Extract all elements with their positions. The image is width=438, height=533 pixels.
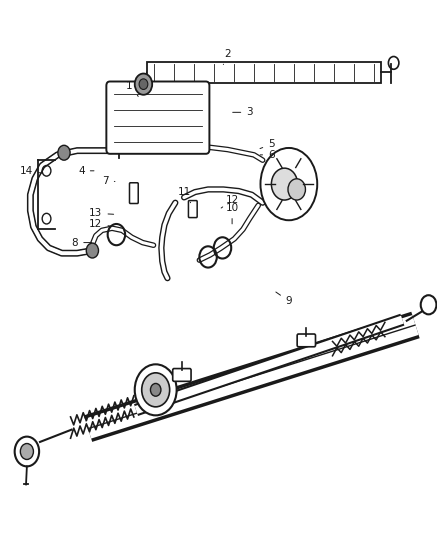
Circle shape: [139, 79, 148, 90]
Circle shape: [20, 443, 33, 459]
Text: 3: 3: [233, 107, 253, 117]
Text: 11: 11: [177, 187, 191, 203]
FancyBboxPatch shape: [106, 82, 209, 154]
Circle shape: [421, 295, 436, 314]
FancyBboxPatch shape: [297, 334, 315, 347]
Text: 5: 5: [260, 139, 275, 149]
Text: 10: 10: [226, 203, 239, 224]
Circle shape: [288, 179, 305, 200]
Circle shape: [135, 365, 177, 415]
Text: 9: 9: [276, 292, 292, 306]
Text: 6: 6: [260, 150, 275, 160]
Circle shape: [135, 74, 152, 95]
Text: 12: 12: [221, 195, 239, 208]
Circle shape: [150, 383, 161, 396]
Circle shape: [142, 373, 170, 407]
Text: 2: 2: [223, 49, 231, 64]
FancyBboxPatch shape: [188, 200, 197, 217]
Ellipse shape: [261, 148, 317, 220]
Text: 8: 8: [71, 238, 92, 247]
Text: 4: 4: [78, 166, 94, 176]
Circle shape: [58, 146, 70, 160]
Text: 7: 7: [102, 176, 115, 187]
FancyBboxPatch shape: [173, 368, 191, 381]
Circle shape: [86, 243, 99, 258]
Text: 1: 1: [126, 81, 138, 96]
Text: 12: 12: [89, 219, 111, 229]
FancyBboxPatch shape: [147, 62, 381, 83]
Circle shape: [272, 168, 297, 200]
Text: 14: 14: [19, 166, 42, 176]
Text: 13: 13: [89, 208, 113, 219]
Circle shape: [14, 437, 39, 466]
FancyBboxPatch shape: [130, 183, 138, 204]
